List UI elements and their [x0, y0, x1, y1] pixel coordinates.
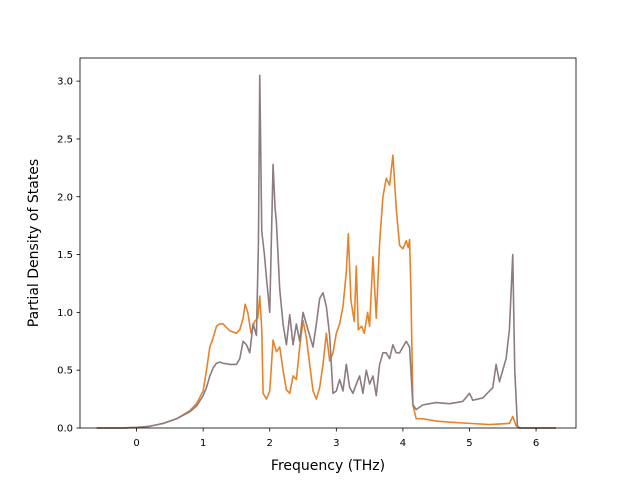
x-tick-label: 0: [133, 438, 139, 449]
x-axis-label: Frequency (THz): [271, 458, 385, 474]
series-line-1: [96, 154, 557, 429]
series-line-2: [96, 74, 557, 429]
x-tick-label: 4: [400, 438, 406, 449]
y-tick-label: 0.0: [57, 424, 73, 435]
y-tick-label: 2.0: [57, 192, 73, 203]
series-layer: [96, 74, 557, 429]
plot-background: [80, 58, 576, 428]
y-tick-label: 1.0: [57, 308, 73, 319]
y-tick-label: 1.5: [57, 250, 73, 261]
x-tick-label: 3: [333, 438, 339, 449]
x-tick-label: 5: [466, 438, 472, 449]
x-tick-label: 1: [200, 438, 206, 449]
y-tick-label: 0.5: [57, 366, 73, 377]
ticks-layer: 0 1 2 3 4 5 6 0.0 0.5 1.0 1.5 2.0 2.5 3.0: [57, 77, 539, 449]
y-tick-label: 3.0: [57, 77, 73, 88]
x-tick-label: 6: [533, 438, 539, 449]
y-axis-label: Partial Density of States: [26, 159, 42, 327]
x-tick-label: 2: [267, 438, 273, 449]
y-tick-label: 2.5: [57, 134, 73, 145]
plot-frame: [79, 57, 577, 429]
